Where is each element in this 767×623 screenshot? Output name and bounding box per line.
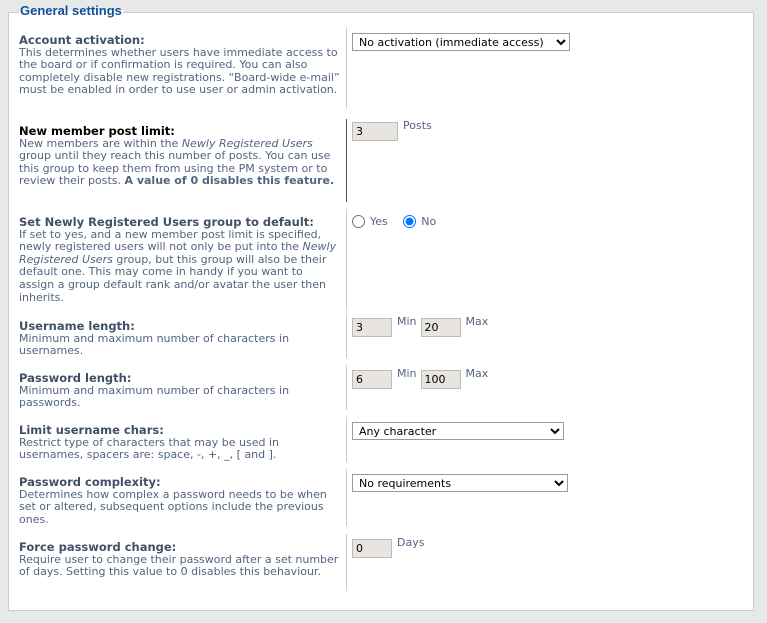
account-activation-select[interactable]: No activation (immediate access) (352, 33, 570, 51)
general-settings-fieldset (8, 12, 754, 611)
password-complexity-select[interactable]: No requirements (352, 474, 568, 492)
setting-title: Limit username chars: (19, 423, 164, 437)
password-max-input[interactable] (420, 370, 461, 389)
username-max-input[interactable] (420, 318, 461, 337)
post-limit-input[interactable] (352, 122, 398, 141)
setting-title: Username length: (19, 319, 135, 333)
setting-title: Account activation: (19, 33, 145, 47)
setting-title: New member post limit: (19, 124, 175, 138)
setting-title: Password length: (19, 371, 132, 385)
radio-yes[interactable]: Yes (352, 215, 388, 228)
password-min-input[interactable] (352, 370, 392, 389)
setting-desc: This determines whether users have immed… (19, 45, 340, 97)
password-change-days-input[interactable] (352, 539, 392, 558)
username-min-input[interactable] (352, 318, 392, 337)
username-chars-select[interactable]: Any character (352, 422, 564, 440)
fieldset-legend: General settings (19, 3, 123, 18)
setting-title: Force password change: (19, 540, 177, 554)
setting-title: Password complexity: (19, 475, 161, 489)
setting-title: Set Newly Registered Users group to defa… (19, 215, 314, 229)
radio-no[interactable]: No (403, 215, 436, 228)
